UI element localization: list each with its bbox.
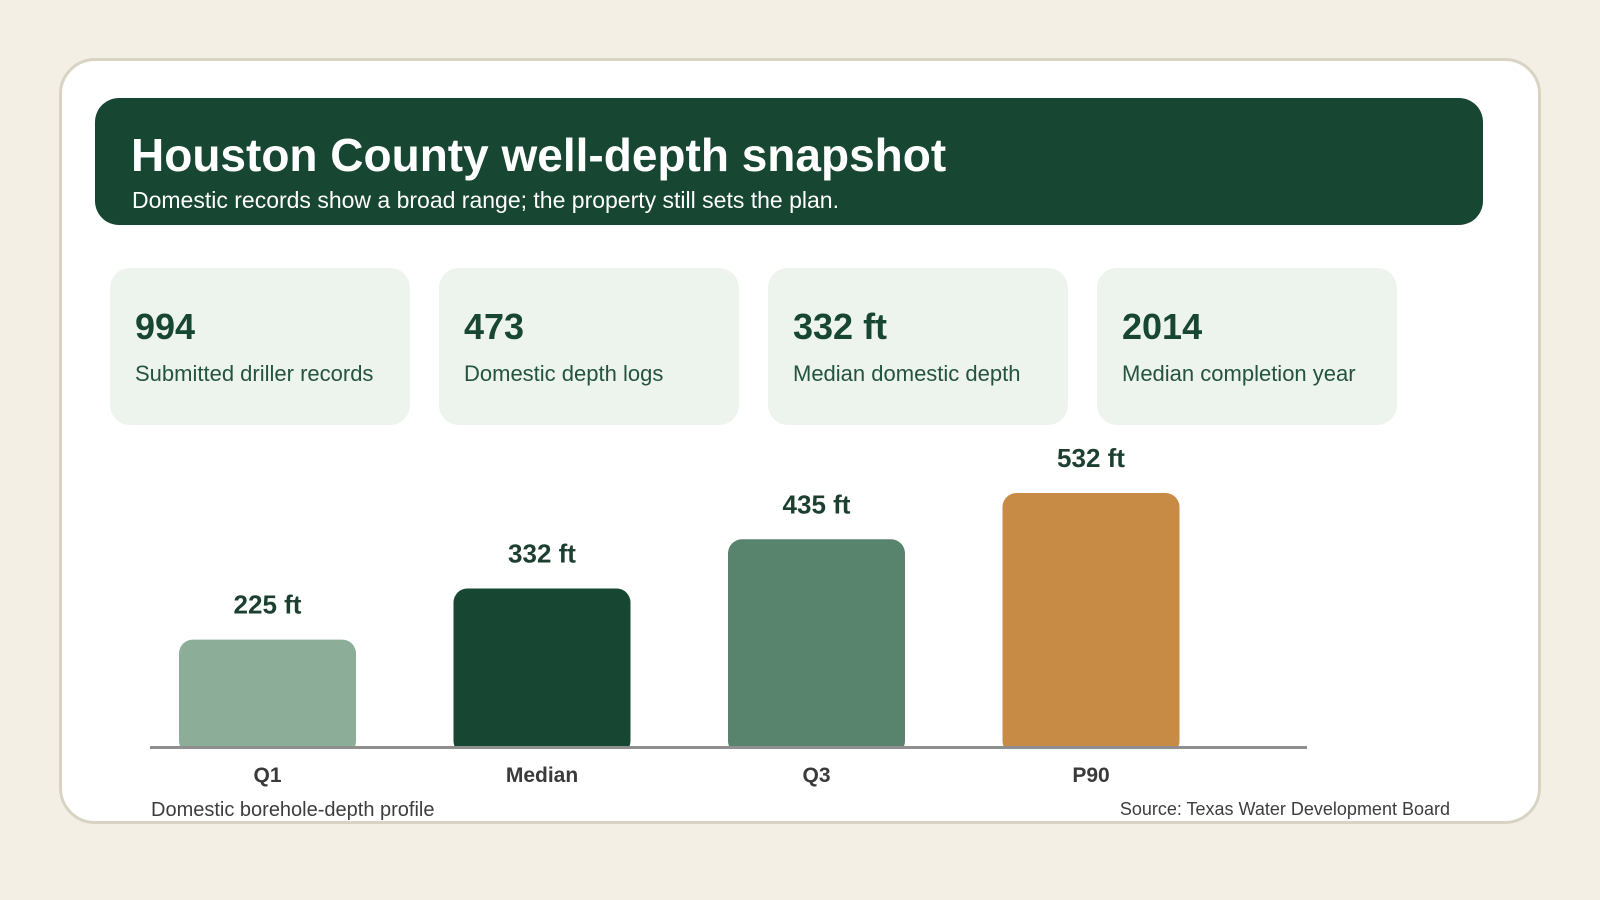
stat-card-driller-records: 994 Submitted driller records (110, 268, 410, 425)
stat-label: Domestic depth logs (464, 361, 664, 386)
infographic-card: Houston County well-depth snapshot Domes… (59, 58, 1541, 824)
stat-value: 994 (135, 306, 196, 347)
stat-value: 2014 (1122, 306, 1203, 347)
stat-value: 473 (464, 306, 525, 347)
page-subtitle: Domestic records show a broad range; the… (132, 187, 839, 213)
stat-card-completion-year: 2014 Median completion year (1097, 268, 1397, 425)
page-title: Houston County well-depth snapshot (131, 129, 947, 181)
stat-label: Submitted driller records (135, 361, 374, 386)
baseline-mask (150, 749, 1307, 757)
value-label-median: 332 ft (508, 538, 576, 568)
category-label-q1: Q1 (253, 764, 281, 787)
chart-caption: Domestic borehole-depth profile (151, 799, 435, 821)
value-label-p90: 532 ft (1057, 443, 1125, 473)
stat-label: Median domestic depth (793, 361, 1021, 386)
bar-q1 (179, 639, 356, 755)
bar-q3 (728, 539, 905, 755)
value-label-q3: 435 ft (783, 489, 851, 519)
bar-median (453, 588, 631, 755)
category-label-median: Median (506, 764, 578, 787)
depth-bar-chart: 225 ft Q1 332 ft Median 435 ft Q3 532 ft P90 (150, 443, 1307, 787)
stat-card-depth-logs: 473 Domestic depth logs (439, 268, 739, 425)
stat-label: Median completion year (1122, 361, 1356, 386)
stat-value: 332 ft (793, 306, 888, 347)
value-label-q1: 225 ft (234, 590, 302, 620)
category-label-q3: Q3 (802, 764, 830, 787)
header-banner: Houston County well-depth snapshot Domes… (95, 98, 1483, 225)
category-label-p90: P90 (1072, 764, 1109, 787)
stat-card-median-depth: 332 ft Median domestic depth (768, 268, 1068, 425)
x-axis-baseline (150, 746, 1307, 749)
bar-p90 (1002, 493, 1180, 755)
source-note: Source: Texas Water Development Board (1119, 799, 1450, 819)
